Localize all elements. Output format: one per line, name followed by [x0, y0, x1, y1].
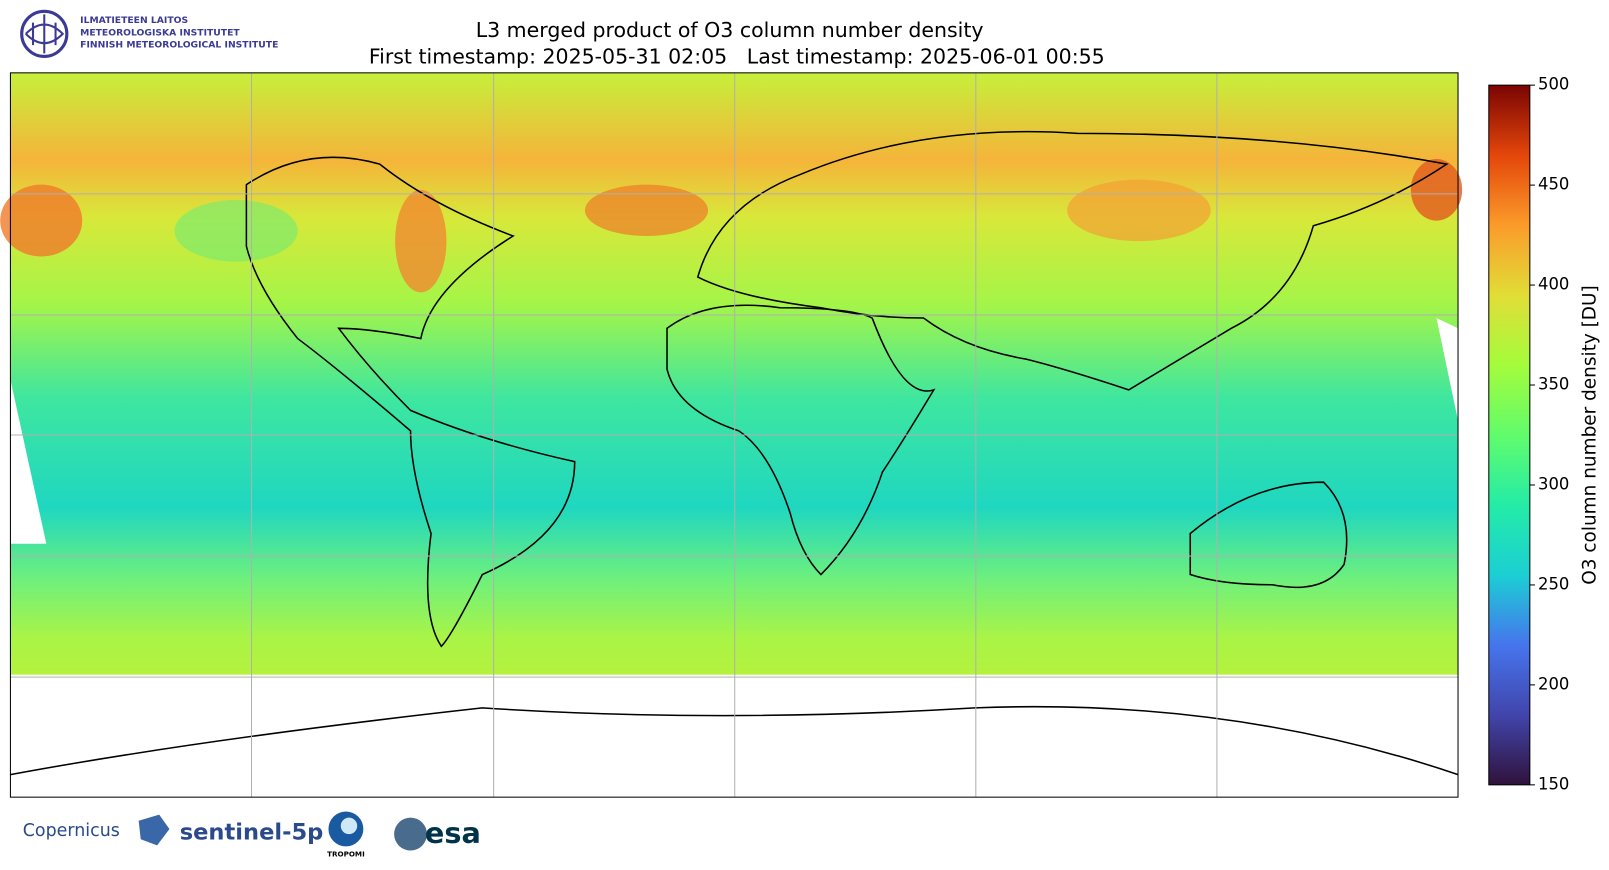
colorbar-tick-label: 400	[1538, 275, 1569, 294]
colorbar-tick-label: 500	[1538, 75, 1569, 94]
logo-icon	[138, 814, 170, 846]
colorbar-tick-label: 150	[1538, 774, 1569, 793]
logo-copernicus: Copernicus	[23, 821, 120, 841]
colorbar-tick-label: 250	[1538, 574, 1569, 593]
logo-tropomi: TROPOMI	[327, 850, 365, 859]
colorbar-tick-label: 200	[1538, 674, 1569, 693]
institute-line: ILMATIETEEN LAITOS	[80, 15, 188, 26]
subtitle: First timestamp: 2025-05-31 02:05 Last t…	[369, 44, 1105, 68]
logo-esa: esa	[425, 816, 481, 850]
institute-line: FINNISH METEOROLOGICAL INSTITUTE	[80, 40, 278, 51]
colorbar-tick-label: 350	[1538, 375, 1569, 394]
map	[0, 72, 1463, 798]
logo-sentinel: sentinel-5p	[180, 820, 324, 846]
colorbar-label: O3 column number density [DU]	[1579, 285, 1600, 584]
logo-icon	[394, 817, 427, 851]
institute-line: METEOROLOGISKA INSTITUTET	[80, 27, 240, 38]
title: L3 merged product of O3 column number de…	[476, 18, 984, 42]
colorbar	[1488, 84, 1531, 786]
colorbar-tick-label: 450	[1538, 175, 1569, 194]
colorbar-tick-label: 300	[1538, 474, 1569, 493]
logo-icon	[340, 817, 358, 835]
fmi-logo	[20, 9, 69, 58]
footer-logos: Copernicus sentinel-5p TROPOMI esa	[23, 811, 481, 859]
